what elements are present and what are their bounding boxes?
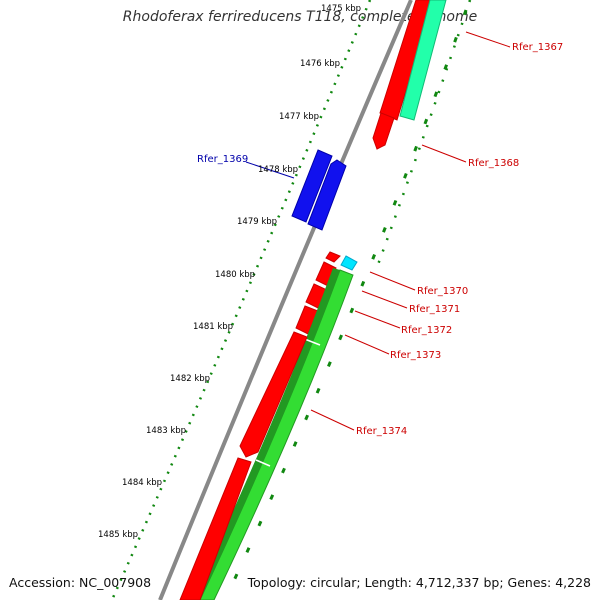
gene-rfer-1369[interactable] bbox=[291, 149, 347, 231]
gene-label-rfer-1367: Rfer_1367 bbox=[512, 42, 563, 53]
outer-dashed-ticks bbox=[223, 9, 468, 600]
gene-label-rfer-1370: Rfer_1370 bbox=[417, 286, 468, 297]
gene-label-rfer-1373: Rfer_1373 bbox=[390, 350, 441, 361]
gene-labels: Rfer_1367 Rfer_1368 Rfer_1369 Rfer_1370 … bbox=[197, 42, 563, 437]
scale-tick-label: 1478 kbp bbox=[258, 165, 298, 175]
scale-labels: 1475 kbp 1476 kbp 1477 kbp 1478 kbp 1479… bbox=[98, 4, 361, 540]
scale-tick-label: 1476 kbp bbox=[300, 59, 340, 69]
scale-tick-label: 1475 kbp bbox=[321, 4, 361, 14]
gene-label-rfer-1369: Rfer_1369 bbox=[197, 154, 248, 165]
map-title: Rhodoferax ferrireducens T118, complete … bbox=[122, 9, 478, 25]
gene-label-rfer-1368: Rfer_1368 bbox=[468, 158, 519, 169]
gene-label-rfer-1371: Rfer_1371 bbox=[409, 304, 460, 315]
gene-rfer-1374[interactable] bbox=[179, 331, 308, 600]
gene-rfer-1368[interactable] bbox=[372, 112, 395, 150]
scale-tick-label: 1482 kbp bbox=[170, 374, 210, 384]
scale-tick-label: 1483 kbp bbox=[146, 426, 186, 436]
scale-tick-label: 1484 kbp bbox=[122, 478, 162, 488]
gene-rfer-1367[interactable] bbox=[379, 0, 447, 121]
genome-backbone bbox=[158, 0, 413, 600]
accession-text: Accession: NC_007908 bbox=[9, 575, 152, 590]
gene-label-rfer-1374: Rfer_1374 bbox=[356, 426, 407, 437]
gene-label-rfer-1372: Rfer_1372 bbox=[401, 325, 452, 336]
scale-tick-label: 1477 kbp bbox=[279, 112, 319, 122]
scale-tick-label: 1481 kbp bbox=[193, 322, 233, 332]
outer-dotted-arc bbox=[374, 0, 472, 271]
leader-lines bbox=[245, 31, 511, 431]
scale-tick-label: 1479 kbp bbox=[237, 217, 277, 227]
scale-tick-label: 1485 kbp bbox=[98, 530, 138, 540]
scale-dotted-arc bbox=[110, 0, 372, 600]
scale-tick-label: 1480 kbp bbox=[215, 270, 255, 280]
gene-rfer-1370[interactable] bbox=[325, 251, 358, 271]
topology-text: Topology: circular; Length: 4,712,337 bp… bbox=[247, 575, 591, 590]
